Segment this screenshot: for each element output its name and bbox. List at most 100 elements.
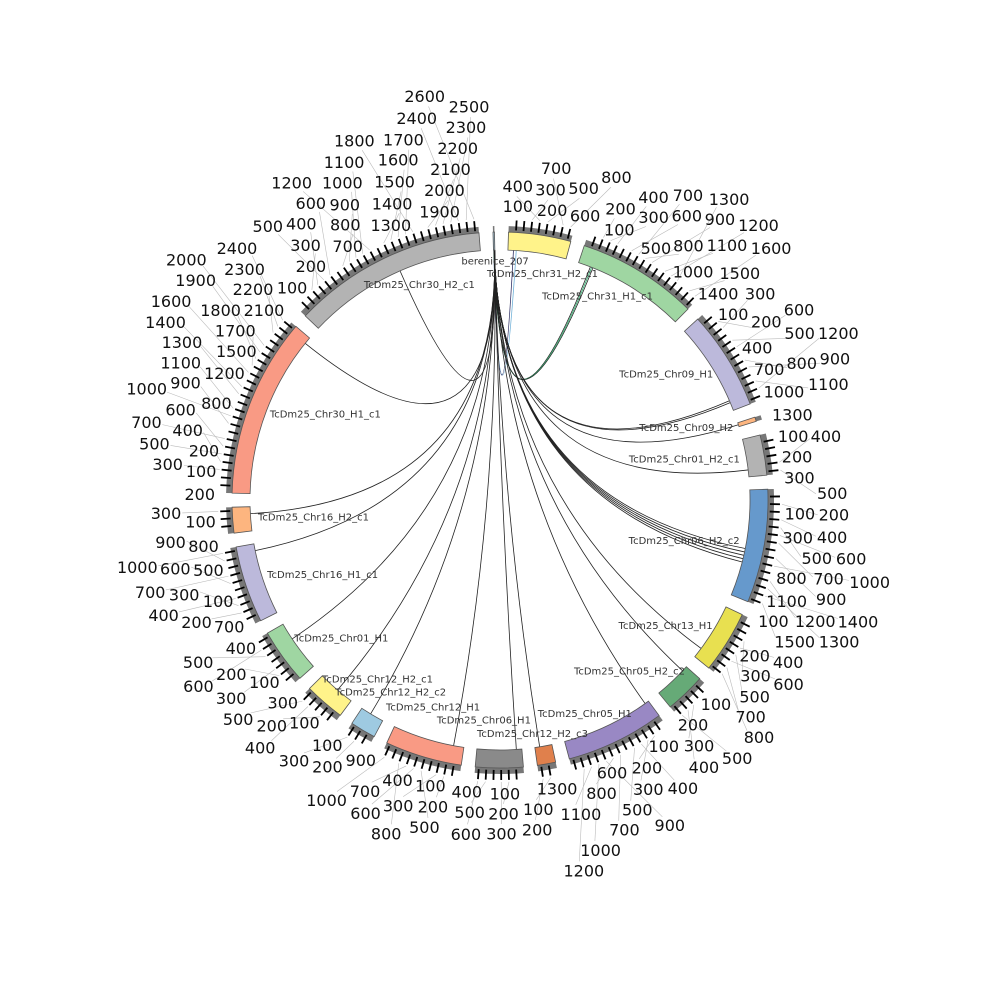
tick-leader-line [779,535,836,558]
tick-leader-line [283,716,320,720]
tick-label: 200 [312,757,343,776]
tick-label: 1100 [707,236,748,255]
tick-label: 400 [226,639,257,658]
sector-block[interactable] [492,231,496,251]
sector-block[interactable] [730,488,769,603]
sector-block[interactable] [235,543,278,622]
sector-block[interactable] [578,245,689,323]
sector-label: TcDm25_Chr09_H2 [638,423,733,434]
tick-leader-line [427,200,449,228]
tick-label: 300 [383,797,414,816]
tick-mark [249,372,260,379]
tick-leader-line [758,337,820,389]
sector-TcDm25_Chr01_H1 [258,623,314,683]
tick-label: 2100 [430,160,471,179]
tick-leader-line [211,612,242,620]
sector-block[interactable] [474,748,524,769]
sector-label: TcDm25_Chr31_H2_c1 [486,269,598,280]
tick-label: 200 [605,200,636,219]
tick-label: 400 [245,739,276,758]
tick-label: 300 [279,751,310,770]
tick-mark [762,562,773,567]
tick-label: 800 [330,216,361,235]
links-layer [250,250,749,750]
tick-label: 900 [346,751,377,770]
tick-label: 1900 [419,202,460,221]
tick-label: 1400 [145,313,186,332]
tick-label: 1200 [795,612,836,631]
tick-leader-line [774,565,849,581]
tick-leader-line [352,171,364,254]
link [250,250,496,515]
tick-label: 2300 [224,260,265,279]
sector-label: TcDm25_Chr09_H1 [618,369,713,380]
sector-block[interactable] [742,434,768,478]
tick-leader-line [189,306,249,373]
sector-TcDm25_Chr31_H1_c1 [578,236,695,323]
sector-block[interactable] [658,666,701,708]
tick-mark [336,271,344,281]
tick-leader-line [664,252,714,272]
sector-TcDm25_Chr12_H2_c1 [303,675,352,721]
tick-mark [283,320,293,329]
tick-leader-line [178,598,236,613]
tick-mark [434,227,440,238]
link [494,250,517,750]
tick-leader-line [191,566,231,584]
tick-leader-line [780,527,801,557]
tick-leader-line [200,386,229,424]
tick-label: 1000 [764,382,805,401]
tick-mark [730,353,740,361]
tick-label: 900 [170,374,201,393]
sector-axis-band [492,226,495,233]
tick-label: 100 [718,305,749,324]
tick-mark [591,236,597,247]
tick-mark [618,248,625,259]
tick-mark [269,339,279,347]
tick-leader-line [681,715,727,752]
tick-mark [224,445,236,450]
tick-label: 1100 [324,153,365,172]
tick-leader-line [442,158,461,224]
tick-label: 500 [817,484,848,503]
tick-label: 100 [312,736,343,755]
tick-leader-line [158,553,224,567]
tick-leader-line [361,150,414,232]
tick-label: 200 [678,716,709,735]
sector-label: TcDm25_Chr30_H2_c1 [363,280,475,291]
tick-label: 100 [289,714,320,733]
tick-leader-line [780,469,817,495]
sector-block[interactable] [308,675,352,716]
sector-block[interactable] [534,744,557,766]
tick-leader-line [748,362,820,368]
sector-block[interactable] [304,232,481,329]
sector-block[interactable] [266,623,314,679]
sector-block[interactable] [507,231,572,260]
sector-block[interactable] [683,318,751,411]
tick-label: 700 [135,583,166,602]
tick-leader-line [721,673,748,731]
tick-mark [680,291,689,301]
tick-leader-line [765,595,838,619]
tick-leader-line [744,359,788,369]
tick-label: 800 [188,537,219,556]
sector-block[interactable] [231,325,311,495]
tick-leader-line [640,739,649,781]
sector-label: TcDm25_Chr12_H2_c2 [334,688,446,699]
tick-mark [611,245,618,256]
sector-block[interactable] [351,707,384,738]
tick-label: 700 [214,617,245,636]
tick-label: 600 [160,560,191,579]
tick-mark [243,607,253,613]
tick-label: 300 [740,666,771,685]
sector-block[interactable] [564,700,660,760]
sector-block[interactable] [694,606,743,669]
sector-block[interactable] [231,506,253,534]
tick-label: 500 [454,803,485,822]
sector-block[interactable] [386,726,465,766]
tick-leader-line [651,227,711,263]
tick-mark [234,408,245,414]
tick-leader-line [618,754,621,821]
tick-leader-line [516,196,541,222]
sector-block[interactable] [737,416,757,428]
